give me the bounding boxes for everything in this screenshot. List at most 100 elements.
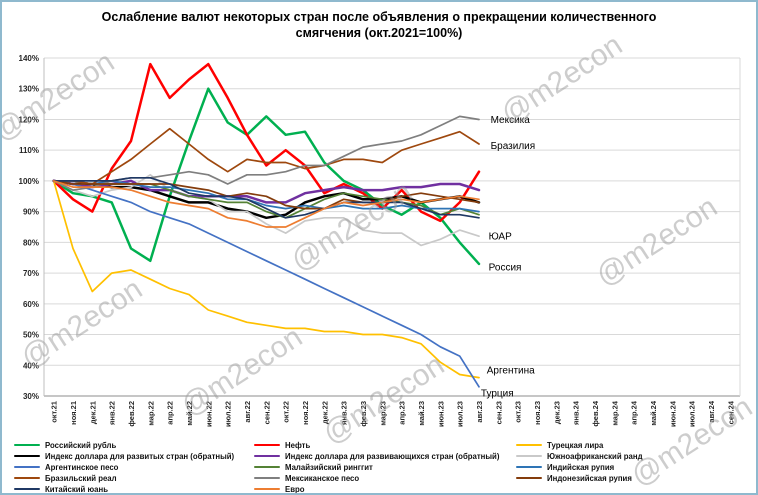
series-line [52, 179, 481, 204]
x-tick-label: мар.24 [610, 400, 619, 425]
x-tick-label: июн.24 [668, 400, 677, 427]
legend-swatch-line [516, 444, 542, 446]
series-line [52, 86, 481, 265]
x-tick-label: янв.22 [108, 401, 117, 425]
x-tick-label: ноя.22 [301, 401, 310, 425]
x-tick-label: май.24 [649, 400, 658, 425]
y-tick-label: 110% [19, 146, 39, 155]
chart-title: Ослабление валют некоторых стран после о… [101, 10, 657, 41]
series-line [52, 179, 480, 388]
x-tick-label: апр.23 [398, 401, 407, 425]
x-tick-label: июл.22 [224, 401, 233, 427]
x-tick-label: фев.23 [359, 401, 368, 427]
legend-column: Нефть Индекс доллара для развивающихся ст… [254, 440, 516, 494]
y-tick-label: 50% [23, 330, 39, 339]
legend-swatch-line [254, 488, 280, 490]
x-tick-label: авг.22 [243, 401, 252, 423]
x-tick-label: окт.22 [282, 401, 291, 423]
x-tick-label: сен.22 [262, 401, 271, 424]
x-tick-label: июн.22 [204, 401, 213, 427]
x-tick-label: окт.21 [50, 401, 59, 423]
series-line [52, 179, 480, 378]
x-tick-label: апр.22 [166, 401, 175, 425]
series-line [52, 179, 480, 209]
legend-column: Турецкая лира Южноафриканский ранд Индийск… [516, 440, 752, 494]
legend-item: Турецкая лира [516, 440, 752, 451]
legend-item-label: Южноафриканский ранд [547, 451, 643, 461]
chart-annotation: Турция [481, 388, 514, 399]
legend-item-label: Индекс доллара для развивающихся стран (… [285, 451, 500, 461]
legend-item: Мексиканское песо [254, 473, 516, 484]
y-tick-label: 140% [19, 54, 39, 63]
x-tick-label: ноя.23 [533, 401, 542, 425]
legend-swatch-line [14, 477, 40, 479]
x-tick-label: июн.23 [436, 401, 445, 427]
x-tick-label: ноя.21 [69, 401, 78, 425]
x-tick-label: дек.22 [320, 401, 329, 424]
x-tick-label: янв.23 [340, 401, 349, 425]
y-tick-label: 120% [19, 115, 39, 124]
x-tick-label: авг.23 [475, 401, 484, 423]
legend-item: Бразильский реал [14, 473, 254, 484]
x-tick-label: май.23 [417, 401, 426, 426]
series-line [52, 173, 480, 246]
x-tick-label: дек.21 [88, 401, 97, 424]
legend-item: Индекс доллара для развитых стран (обрат… [14, 451, 254, 462]
chart-annotation: Мексика [491, 114, 531, 125]
x-tick-label: сен.24 [726, 400, 735, 424]
legend-swatch-line [14, 466, 40, 468]
x-tick-label: янв.24 [572, 400, 581, 425]
y-tick-label: 30% [23, 392, 39, 401]
legend-item: Российский рубль [14, 440, 254, 451]
legend-item: Аргентинское песо [14, 462, 254, 473]
series-line [52, 176, 480, 219]
chart-annotation: Россия [489, 262, 522, 273]
legend-item: Евро [254, 484, 516, 494]
legend-swatch-line [516, 455, 542, 457]
x-tick-label: дек.23 [552, 401, 561, 424]
chart-annotation: ЮАР [489, 231, 512, 242]
legend-item-label: Российский рубль [45, 440, 117, 450]
line-chart: 30% 40% 50% 60% 70% 80% 90% 100% 110% 120% 130% 140… [19, 54, 741, 427]
legend-item: Малайзийский ринггит [254, 462, 516, 473]
y-tick-label: 40% [23, 361, 39, 370]
x-tick-label: июл.23 [456, 401, 465, 427]
legend-swatch-line [14, 443, 40, 447]
series-line [52, 179, 480, 212]
legend-swatch-line [14, 454, 40, 458]
y-tick-label: 70% [23, 269, 39, 278]
legend-swatch-line [516, 466, 542, 468]
y-tick-label: 90% [23, 207, 39, 216]
x-tick-label: июл.24 [688, 400, 697, 427]
legend-swatch-line [516, 477, 542, 479]
legend: Российский рубль Индекс доллара для разви… [14, 440, 752, 494]
series-line [52, 127, 480, 185]
x-tick-label: мар.23 [378, 401, 387, 426]
legend-swatch-line [254, 443, 280, 447]
chart-annotation: Аргентина [487, 365, 535, 376]
y-tick-label: 80% [23, 238, 39, 247]
legend-swatch-line [254, 466, 280, 468]
legend-item-label: Индийская рупия [547, 462, 615, 472]
legend-swatch-line [14, 488, 40, 490]
legend-item-label: Малайзийский ринггит [285, 462, 373, 472]
x-tick-label: мар.22 [146, 401, 155, 426]
legend-item-label: Китайский юань [45, 484, 108, 494]
x-tick-label: окт.23 [514, 401, 523, 423]
legend-item-label: Мексиканское песо [285, 473, 360, 483]
y-tick-label: 100% [19, 176, 39, 185]
x-tick-label: фев.22 [127, 401, 136, 427]
legend-item-label: Евро [285, 484, 305, 494]
legend-swatch-line [254, 477, 280, 479]
series-line [52, 115, 480, 191]
x-tick-label: май.22 [185, 401, 194, 426]
legend-item-label: Турецкая лира [547, 440, 604, 450]
legend-item-label: Индекс доллара для развитых стран (обрат… [45, 451, 235, 461]
series-line [52, 179, 480, 228]
legend-item-label: Индонезийская рупия [547, 473, 632, 483]
legend-item: Индекс доллара для развивающихся стран (… [254, 451, 516, 462]
x-tick-label: авг.24 [707, 400, 716, 422]
legend-item: Китайский юань [14, 484, 254, 494]
x-tick-label: апр.24 [630, 400, 639, 425]
